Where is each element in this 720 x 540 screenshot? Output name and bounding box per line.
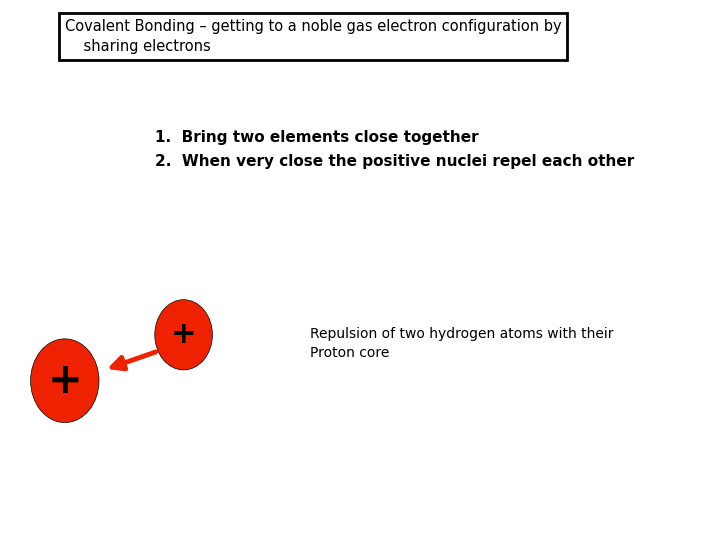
Text: +: + bbox=[171, 320, 197, 349]
Text: Repulsion of two hydrogen atoms with their
Proton core: Repulsion of two hydrogen atoms with the… bbox=[310, 327, 613, 360]
Ellipse shape bbox=[155, 300, 212, 370]
Text: 1.  Bring two elements close together: 1. Bring two elements close together bbox=[155, 130, 478, 145]
Ellipse shape bbox=[30, 339, 99, 422]
Text: Covalent Bonding – getting to a noble gas electron configuration by
    sharing : Covalent Bonding – getting to a noble ga… bbox=[65, 19, 562, 53]
Text: +: + bbox=[48, 360, 82, 402]
Text: 2.  When very close the positive nuclei repel each other: 2. When very close the positive nuclei r… bbox=[155, 154, 634, 169]
